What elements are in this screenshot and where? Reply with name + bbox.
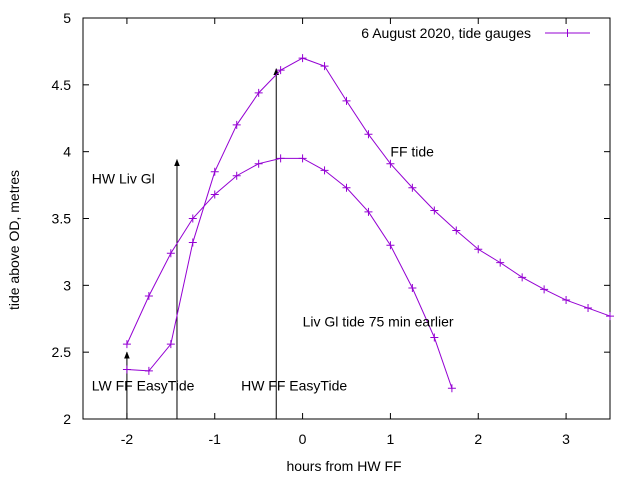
data-point-marker (364, 130, 373, 139)
x-tick-label: -2 (121, 431, 134, 447)
y-axis-label: tide above OD, metres (6, 170, 22, 310)
y-tick-label: 3.5 (52, 211, 72, 227)
data-point-marker (540, 285, 549, 294)
data-point-marker (606, 312, 614, 321)
data-point-marker (144, 366, 153, 375)
data-point-marker (447, 384, 456, 393)
data-point-marker (166, 340, 175, 349)
data-point-marker (320, 166, 329, 175)
data-point-marker (408, 183, 417, 192)
data-point-marker (276, 154, 285, 163)
y-tick-label: 2.5 (52, 344, 72, 360)
liv-gl-tide-line (126, 157, 453, 389)
y-tick-label: 5 (63, 10, 71, 26)
x-tick-label: 1 (387, 431, 395, 447)
data-point-marker (562, 296, 571, 305)
plot-frame (82, 17, 611, 420)
annotation-label: LW FF EasyTide (92, 378, 195, 394)
data-point-marker (210, 167, 219, 176)
data-point-marker (518, 273, 527, 282)
y-tick-label: 4.5 (52, 77, 72, 93)
data-point-marker (188, 214, 197, 223)
data-point-marker (364, 207, 373, 216)
annotation-label: FF tide (390, 144, 434, 160)
y-tick-label: 2 (63, 411, 71, 427)
data-point-marker (188, 238, 197, 247)
legend-label: 6 August 2020, tide gauges (361, 25, 531, 41)
annotation-label: HW Liv Gl (92, 170, 155, 186)
x-tick-label: 2 (474, 431, 482, 447)
data-point-marker (144, 292, 153, 301)
data-point-marker (474, 245, 483, 254)
data-point-marker (584, 304, 593, 313)
data-point-marker (320, 62, 329, 71)
x-tick-label: -1 (209, 431, 222, 447)
data-point-marker (430, 206, 439, 215)
data-point-marker (452, 226, 461, 235)
data-point-marker (254, 159, 263, 168)
data-point-marker (342, 183, 351, 192)
annotation-label: Liv Gl tide 75 min earlier (303, 313, 454, 329)
x-axis-label: hours from HW FF (286, 458, 401, 474)
annotation-label: HW FF EasyTide (241, 378, 347, 394)
data-point-marker (298, 54, 307, 63)
data-point-marker (496, 258, 505, 267)
data-point-marker (254, 88, 263, 97)
data-point-marker (386, 159, 395, 168)
data-point-marker (430, 333, 439, 342)
data-point-marker (276, 66, 285, 75)
data-point-marker (298, 154, 307, 163)
x-tick-label: 3 (562, 431, 570, 447)
x-tick-label: 0 (299, 431, 307, 447)
data-point-marker (232, 171, 241, 180)
data-point-marker (122, 340, 131, 349)
data-point-marker (232, 120, 241, 129)
y-tick-label: 3 (63, 277, 71, 293)
data-point-marker (408, 284, 417, 293)
data-point-marker (166, 249, 175, 258)
data-point-marker (122, 365, 131, 374)
legend-marker-sample (563, 29, 572, 37)
data-point-marker (342, 96, 351, 105)
data-point-marker (210, 190, 219, 199)
y-tick-label: 4 (63, 144, 71, 160)
data-point-marker (386, 241, 395, 250)
